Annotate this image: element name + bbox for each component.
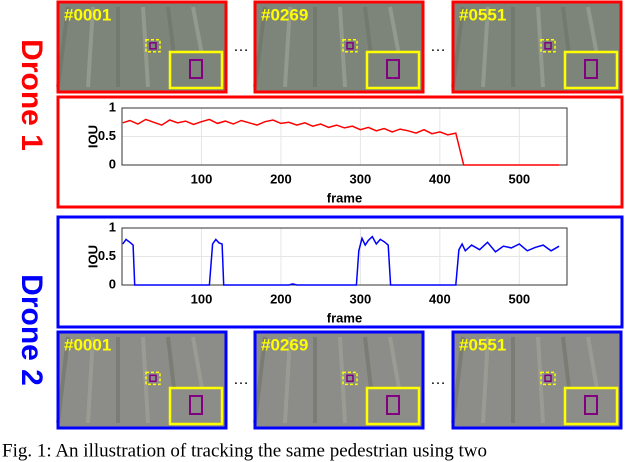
- image-texture: [253, 336, 267, 424]
- zoom-target: [189, 59, 203, 79]
- frame-border: [451, 0, 623, 94]
- y-tick-label: 1: [109, 219, 116, 234]
- image-texture: [141, 6, 150, 88]
- roi-box: [540, 39, 556, 53]
- image-texture: [451, 336, 465, 424]
- image-texture: [451, 6, 465, 88]
- x-tick-label: 400: [429, 171, 451, 186]
- zoom-box: [365, 386, 421, 426]
- frame-border: [56, 0, 228, 94]
- zoom-target: [189, 395, 203, 415]
- zoom-target: [386, 395, 400, 415]
- image-texture: [536, 6, 545, 88]
- target-box: [544, 374, 552, 383]
- image-texture: [86, 6, 95, 88]
- x-tick-label: 200: [270, 171, 292, 186]
- ellipsis: …: [430, 371, 446, 388]
- frame-number: #0551: [459, 5, 506, 24]
- caption: Fig. 1: An illustration of tracking the …: [2, 440, 487, 461]
- target-box: [149, 374, 157, 383]
- ellipsis: …: [233, 371, 249, 388]
- y-axis-label: IOU: [85, 245, 100, 268]
- x-axis-label: frame: [327, 310, 362, 325]
- x-tick-label: 200: [270, 291, 292, 306]
- chart-frame: [56, 95, 624, 209]
- frame-number: #0001: [64, 335, 111, 354]
- y-tick-label: 1: [109, 99, 116, 114]
- image-texture: [86, 336, 95, 424]
- target-box: [346, 42, 354, 50]
- zoom-box: [563, 50, 619, 90]
- roi-box: [540, 371, 556, 386]
- frame-number: #0001: [64, 5, 111, 24]
- y-axis-label: IOU: [85, 125, 100, 148]
- drone-1-label: Drone 1: [15, 39, 48, 151]
- frame-border: [253, 330, 425, 430]
- target-box: [544, 42, 552, 50]
- x-tick-label: 100: [191, 291, 213, 306]
- x-tick-label: 300: [350, 171, 372, 186]
- image-texture: [481, 6, 490, 88]
- x-tick-label: 300: [350, 291, 372, 306]
- target-box: [346, 374, 354, 383]
- image-texture: [56, 336, 70, 424]
- image-texture: [338, 6, 347, 88]
- zoom-target: [584, 395, 598, 415]
- y-tick-label: 0.5: [98, 128, 116, 143]
- roi-box: [145, 39, 161, 53]
- image-texture: [283, 336, 292, 424]
- iou-line: [122, 118, 560, 166]
- zoom-box: [365, 50, 421, 90]
- y-tick-label: 0: [109, 156, 116, 171]
- x-tick-label: 100: [191, 171, 213, 186]
- image-texture: [536, 336, 545, 424]
- zoom-box: [168, 50, 224, 90]
- x-tick-label: 500: [508, 291, 530, 306]
- y-tick-label: 0.5: [98, 248, 116, 263]
- y-tick-label: 0: [109, 276, 116, 291]
- chart-frame: [56, 215, 624, 329]
- iou-line: [122, 235, 560, 286]
- frame-number: #0551: [459, 335, 506, 354]
- zoom-target: [386, 59, 400, 79]
- roi-box: [145, 371, 161, 386]
- image-texture: [481, 336, 490, 424]
- drone-2-label: Drone 2: [15, 274, 48, 386]
- frame-border: [56, 330, 228, 430]
- zoom-box: [563, 386, 619, 426]
- zoom-box: [168, 386, 224, 426]
- frame-number: #0269: [261, 5, 308, 24]
- image-texture: [56, 6, 70, 88]
- roi-box: [342, 371, 358, 386]
- ellipsis: …: [233, 38, 249, 55]
- image-texture: [141, 336, 150, 424]
- x-tick-label: 500: [508, 171, 530, 186]
- x-tick-label: 400: [429, 291, 451, 306]
- image-texture: [253, 6, 267, 88]
- target-box: [149, 42, 157, 50]
- frame-number: #0269: [261, 335, 308, 354]
- roi-box: [342, 39, 358, 53]
- frame-border: [253, 0, 425, 94]
- ellipsis: …: [430, 38, 446, 55]
- image-texture: [338, 336, 347, 424]
- plot-area: [121, 107, 568, 166]
- frame-border: [451, 330, 623, 430]
- zoom-target: [584, 59, 598, 79]
- x-axis-label: frame: [327, 190, 362, 205]
- image-texture: [283, 6, 292, 88]
